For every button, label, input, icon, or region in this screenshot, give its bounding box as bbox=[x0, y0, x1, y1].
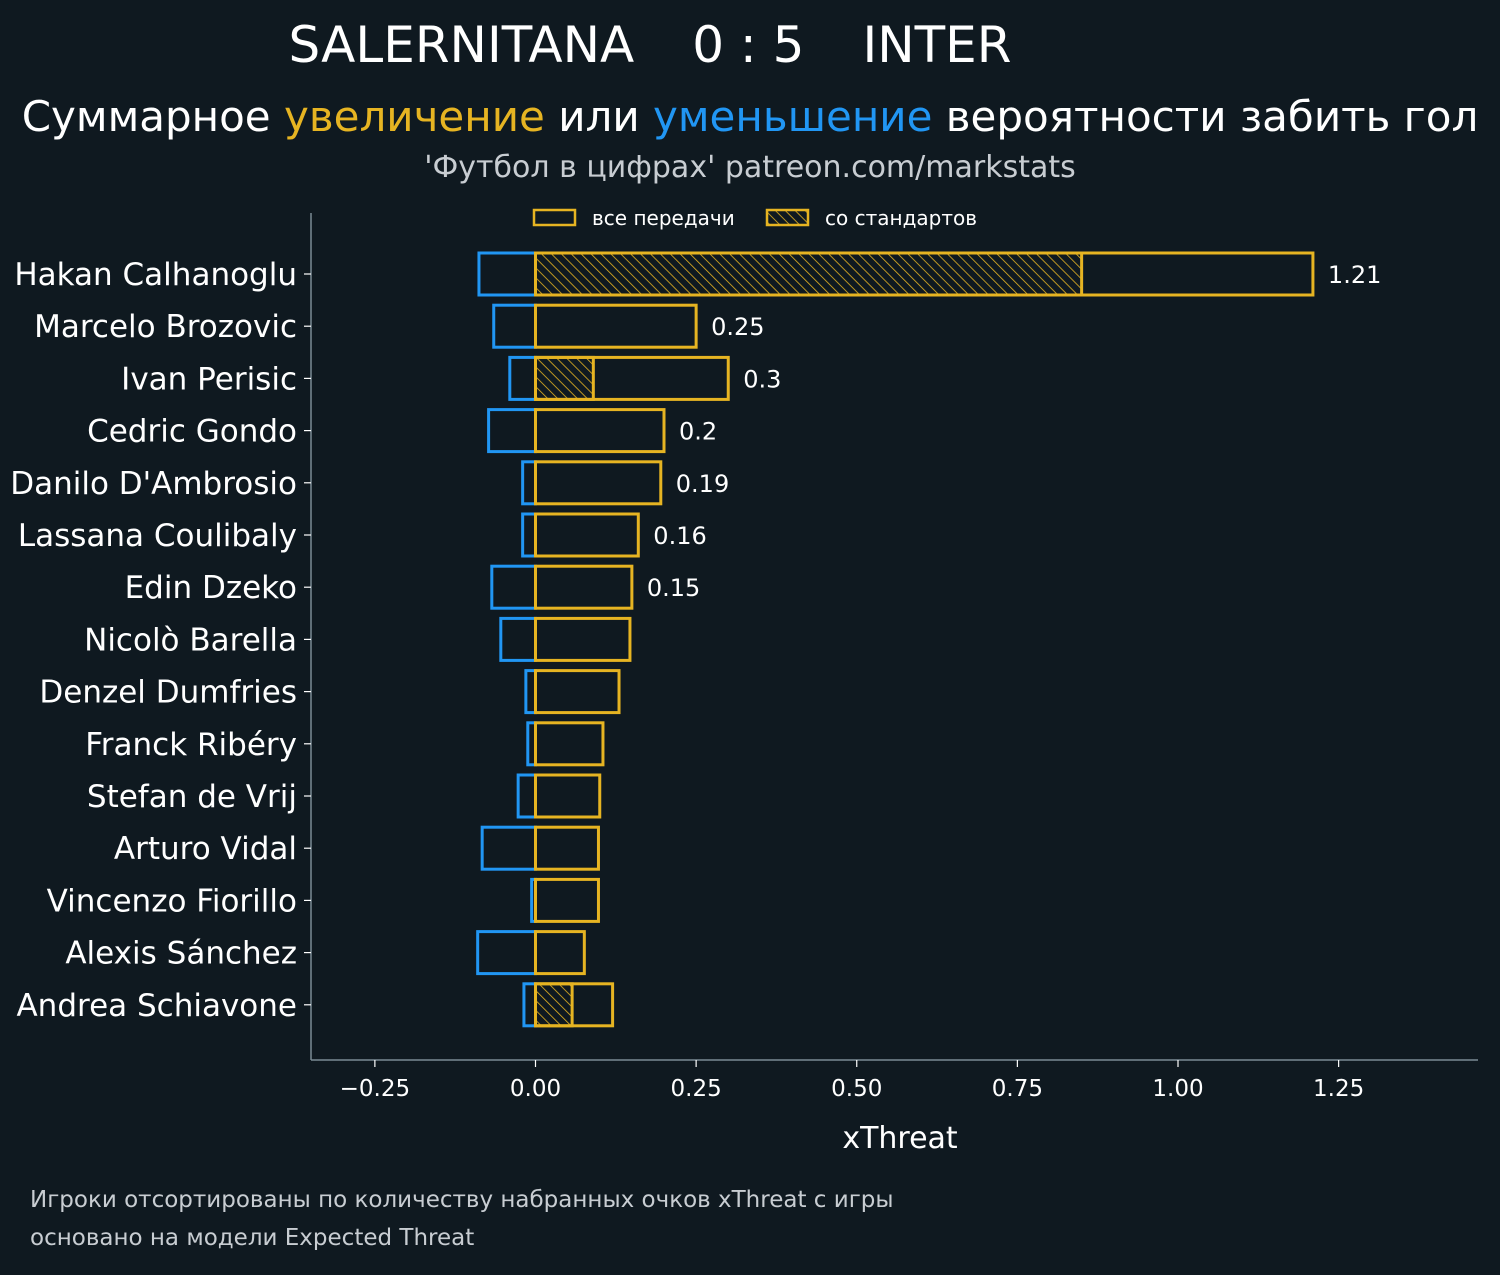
bar-decrease bbox=[521, 512, 538, 558]
bar-increase bbox=[534, 355, 730, 401]
footnote-line-2: основано на модели Expected Threat bbox=[30, 1225, 475, 1251]
x-tick-label: 0.00 bbox=[510, 1076, 561, 1102]
legend-swatch-all-passes bbox=[532, 208, 577, 227]
y-tick-label: Ivan Perisic bbox=[121, 361, 297, 397]
subtitle-increase: увеличение bbox=[284, 92, 545, 141]
y-tick-label: Vincenzo Fiorillo bbox=[47, 883, 297, 919]
bar-increase bbox=[534, 825, 600, 871]
legend-label-set-pieces: со стандартов bbox=[825, 206, 977, 230]
subtitle-text-3: вероятности забить гол bbox=[932, 92, 1479, 141]
legend-swatch-set-pieces bbox=[765, 208, 810, 227]
bar-decrease bbox=[490, 564, 537, 610]
subtitle-text-1: Суммарное bbox=[21, 92, 284, 141]
y-tick-label: Franck Ribéry bbox=[85, 727, 297, 763]
away-team: INTER bbox=[862, 16, 1012, 74]
bar-increase bbox=[534, 564, 634, 610]
bar-set-pieces bbox=[534, 355, 595, 401]
y-tick-label: Denzel Dumfries bbox=[39, 675, 297, 711]
bar-decrease bbox=[508, 355, 537, 401]
x-tick-label: 0.50 bbox=[831, 1076, 882, 1102]
bar-decrease bbox=[521, 460, 538, 506]
bar-increase bbox=[534, 669, 621, 715]
bar-decrease bbox=[516, 773, 538, 819]
bar-increase bbox=[534, 773, 602, 819]
bar-decrease bbox=[487, 408, 538, 454]
subtitle-text-2: или bbox=[544, 92, 653, 141]
bar-decrease bbox=[499, 616, 537, 662]
bar-decrease bbox=[522, 982, 537, 1028]
bar-increase bbox=[534, 930, 586, 976]
data-label: 0.15 bbox=[647, 574, 700, 602]
data-label: 0.2 bbox=[679, 418, 717, 446]
bar-decrease bbox=[480, 825, 537, 871]
bar-decrease bbox=[476, 930, 537, 976]
y-tick-label: Cedric Gondo bbox=[87, 414, 297, 450]
x-tick-label: 1.25 bbox=[1313, 1076, 1364, 1102]
credit-line: 'Футбол в цифрах' patreon.com/markstats bbox=[424, 150, 1076, 185]
bar-set-pieces bbox=[534, 982, 574, 1028]
x-tick-label: 1.00 bbox=[1152, 1076, 1203, 1102]
data-label: 0.16 bbox=[653, 522, 706, 550]
bar-increase bbox=[534, 303, 698, 349]
bar-increase bbox=[534, 877, 600, 923]
match-score: 0 : 5 bbox=[692, 16, 805, 74]
home-team: SALERNITANA bbox=[288, 16, 635, 74]
x-tick-label: 0.25 bbox=[671, 1076, 722, 1102]
bar-increase bbox=[534, 616, 632, 662]
bar-increase bbox=[534, 251, 1315, 297]
bar-set-pieces bbox=[534, 251, 1084, 297]
bar-increase bbox=[534, 982, 615, 1028]
x-tick-label: 0.75 bbox=[992, 1076, 1043, 1102]
x-axis-label: xThreat bbox=[842, 1121, 958, 1156]
legend-label-all-passes: все передачи bbox=[592, 206, 735, 230]
data-label: 0.19 bbox=[676, 470, 729, 498]
y-tick-label: Arturo Vidal bbox=[114, 831, 297, 867]
y-tick-label: Hakan Calhanoglu bbox=[14, 257, 297, 293]
y-tick-label: Stefan de Vrij bbox=[87, 779, 297, 815]
data-label: 0.3 bbox=[743, 365, 781, 393]
data-label: 1.21 bbox=[1328, 261, 1381, 289]
bar-decrease bbox=[492, 303, 537, 349]
bar-increase bbox=[534, 512, 640, 558]
data-label: 0.25 bbox=[711, 313, 764, 341]
y-tick-label: Danilo D'Ambrosio bbox=[10, 466, 297, 502]
y-tick-label: Andrea Schiavone bbox=[16, 988, 297, 1024]
match-title: SALERNITANA 0 : 5 INTER bbox=[0, 16, 1300, 74]
y-tick-label: Alexis Sánchez bbox=[65, 936, 297, 972]
y-tick-label: Marcelo Brozovic bbox=[34, 309, 297, 345]
y-tick-label: Lassana Coulibaly bbox=[18, 518, 297, 554]
chart-subtitle: Суммарное увеличение или уменьшение веро… bbox=[0, 92, 1500, 141]
y-tick-label: Nicolò Barella bbox=[84, 622, 297, 658]
y-tick-label: Edin Dzeko bbox=[125, 570, 297, 606]
x-tick-label: −0.25 bbox=[340, 1076, 410, 1102]
bar-increase bbox=[534, 460, 663, 506]
footnote-line-1: Игроки отсортированы по количеству набра… bbox=[30, 1187, 894, 1213]
bar-increase bbox=[534, 408, 666, 454]
subtitle-decrease: уменьшение bbox=[652, 92, 933, 141]
bar-decrease bbox=[477, 251, 537, 297]
bar-increase bbox=[534, 721, 605, 767]
